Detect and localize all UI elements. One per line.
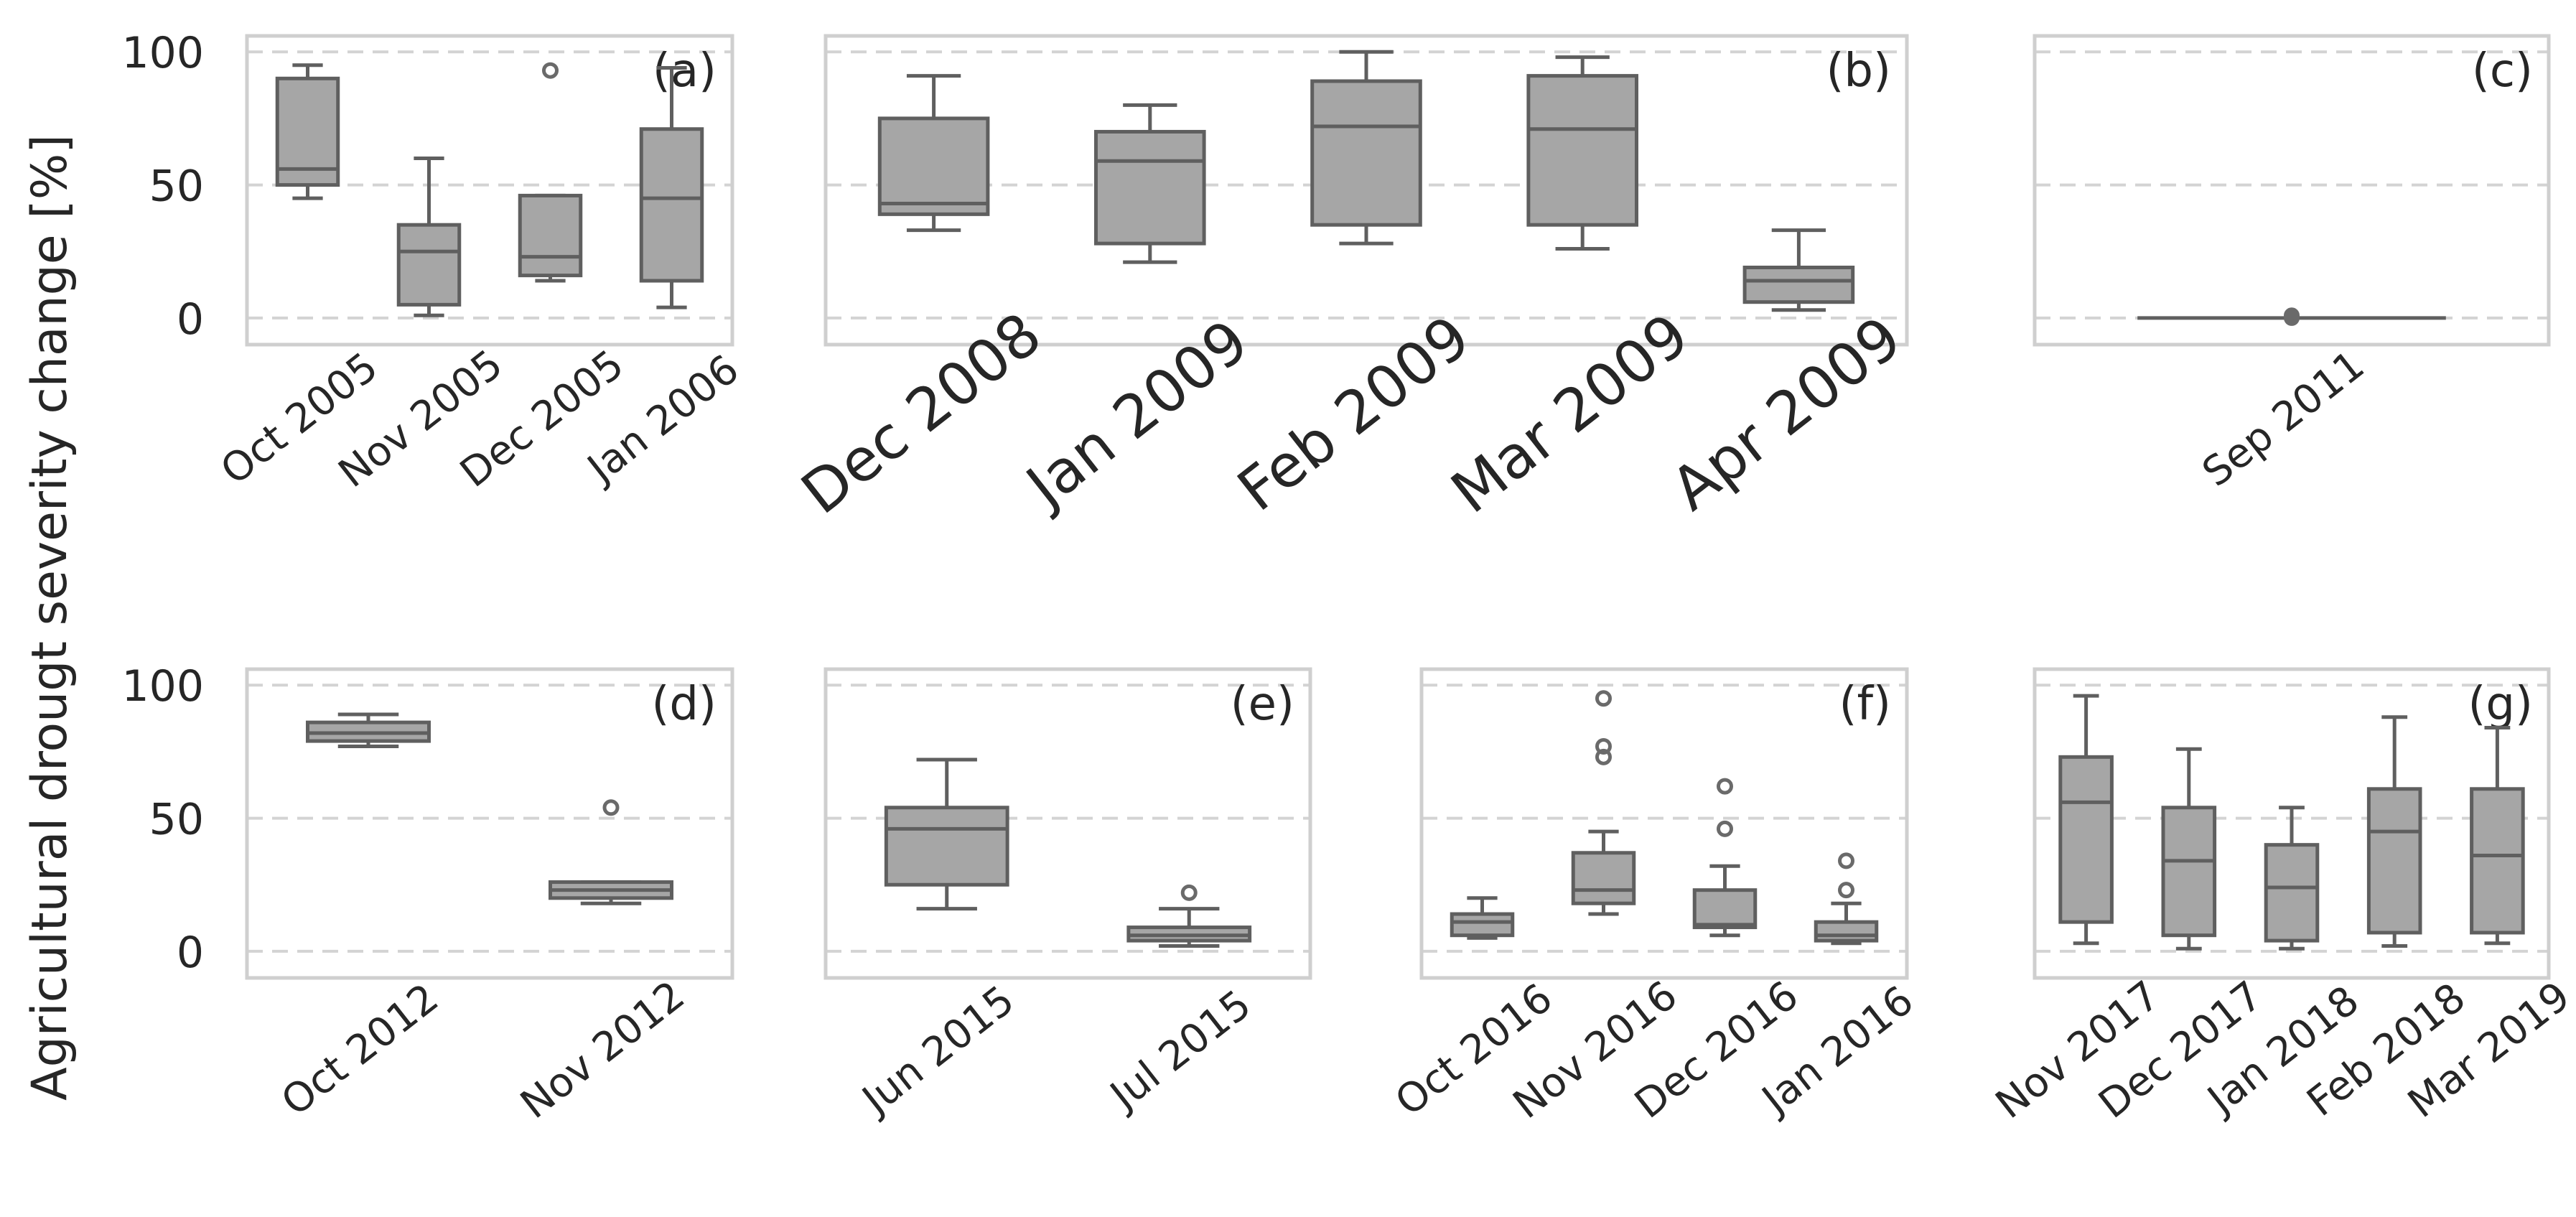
iqr-box — [518, 193, 583, 278]
panel-e: (e) Jun 2015 Jul 2015 — [823, 667, 1312, 1125]
outlier-point — [542, 62, 559, 79]
box-jun-2015 — [884, 757, 1009, 911]
box-nov-2016 — [1571, 690, 1636, 916]
outlier-point — [1595, 738, 1612, 755]
iqr-box — [396, 223, 462, 307]
y-tick-label: 50 — [149, 795, 204, 845]
panel-frame — [1419, 667, 1909, 980]
box-nov-2005 — [396, 157, 462, 317]
box-nov-2012 — [549, 799, 673, 905]
x-tick-label: Sep 2011 — [2194, 342, 2374, 496]
iqr-box — [2264, 843, 2320, 943]
outlier-point — [2284, 307, 2300, 324]
panel-frame — [2033, 34, 2551, 347]
panel-label: (e) — [1231, 678, 1294, 731]
panel-label: (b) — [1826, 45, 1891, 98]
box-jan-2016 — [1814, 852, 1879, 946]
x-tick-label: Nov 2012 — [512, 972, 693, 1128]
x-tick-label: Oct 2012 — [273, 975, 447, 1126]
iqr-box — [639, 127, 704, 283]
iqr-box — [2058, 755, 2114, 924]
box-dec-2005 — [518, 62, 583, 283]
iqr-box — [877, 116, 990, 216]
outlier-point — [1717, 820, 1733, 837]
panel-label: (g) — [2468, 678, 2533, 731]
box-dec-2017 — [2161, 747, 2217, 951]
box-jan-2018 — [2264, 806, 2320, 951]
panel-frame — [823, 667, 1312, 980]
panel-frame — [2033, 667, 2551, 980]
box-jul-2015 — [1126, 884, 1252, 948]
box-mar-2009 — [1526, 55, 1638, 251]
iqr-box — [1571, 851, 1636, 905]
outlier-point — [1595, 690, 1612, 707]
box-jan-2006 — [639, 65, 704, 309]
panel-label: (c) — [2472, 45, 2533, 98]
iqr-box — [1310, 79, 1422, 227]
outlier-point — [1838, 852, 1854, 869]
panel-frame — [245, 34, 734, 347]
x-tick-label: Jun 2015 — [852, 977, 1023, 1125]
y-tick-label: 100 — [121, 661, 204, 712]
box-oct-2005 — [275, 63, 340, 200]
y-tick-label: 0 — [177, 294, 204, 345]
box-dec-2008 — [877, 74, 990, 233]
box-feb-2009 — [1310, 50, 1422, 246]
box-feb-2018 — [2366, 715, 2422, 948]
iqr-box — [1814, 920, 1879, 943]
y-axis-label: Agricultural drougt severity change [%] — [22, 134, 78, 1101]
box-apr-2009 — [1742, 228, 1855, 312]
box-nov-2017 — [2058, 694, 2114, 946]
iqr-box — [1692, 888, 1758, 930]
iqr-box — [1450, 912, 1515, 938]
box-oct-2012 — [306, 712, 431, 748]
panel-label: (f) — [1839, 678, 1891, 731]
x-tick-label: Jul 2015 — [1101, 981, 1260, 1120]
iqr-box — [1526, 74, 1638, 227]
outlier-point — [1838, 882, 1854, 899]
iqr-box — [1742, 266, 1855, 304]
panel-d: 0 50 100 (d) Oct 2012 Nov 2012 — [121, 661, 734, 1128]
iqr-box — [884, 806, 1009, 887]
iqr-box — [1094, 129, 1206, 246]
panel-label: (a) — [653, 45, 717, 98]
panel-c: (c) Sep 2011 — [2033, 34, 2551, 496]
x-tick-label: Apr 2009 — [1659, 304, 1914, 524]
panel-frame — [245, 667, 734, 980]
iqr-box — [2470, 787, 2525, 935]
iqr-box — [2161, 806, 2217, 938]
outlier-point — [1180, 884, 1198, 901]
panel-frame — [823, 34, 1909, 347]
box-jan-2009 — [1094, 103, 1206, 264]
x-tick-label: Feb 2009 — [1226, 303, 1483, 525]
box-sep-2011 — [2137, 307, 2446, 326]
box-dec-2016 — [1692, 778, 1758, 938]
x-tick-label: Dec 2008 — [789, 300, 1054, 528]
box-mar-2019 — [2470, 726, 2525, 946]
y-tick-label: 100 — [121, 28, 204, 78]
outlier-point — [602, 799, 620, 816]
box-oct-2016 — [1450, 896, 1515, 940]
y-tick-label: 50 — [149, 162, 204, 212]
panel-label: (d) — [651, 678, 717, 731]
outlier-point — [1717, 778, 1733, 795]
iqr-box — [2366, 787, 2422, 935]
x-tick-label: Mar 2009 — [1439, 301, 1702, 527]
x-tick-label: Jan 2009 — [1012, 307, 1261, 523]
outlier-point — [1595, 748, 1612, 765]
y-tick-label: 0 — [177, 928, 204, 978]
